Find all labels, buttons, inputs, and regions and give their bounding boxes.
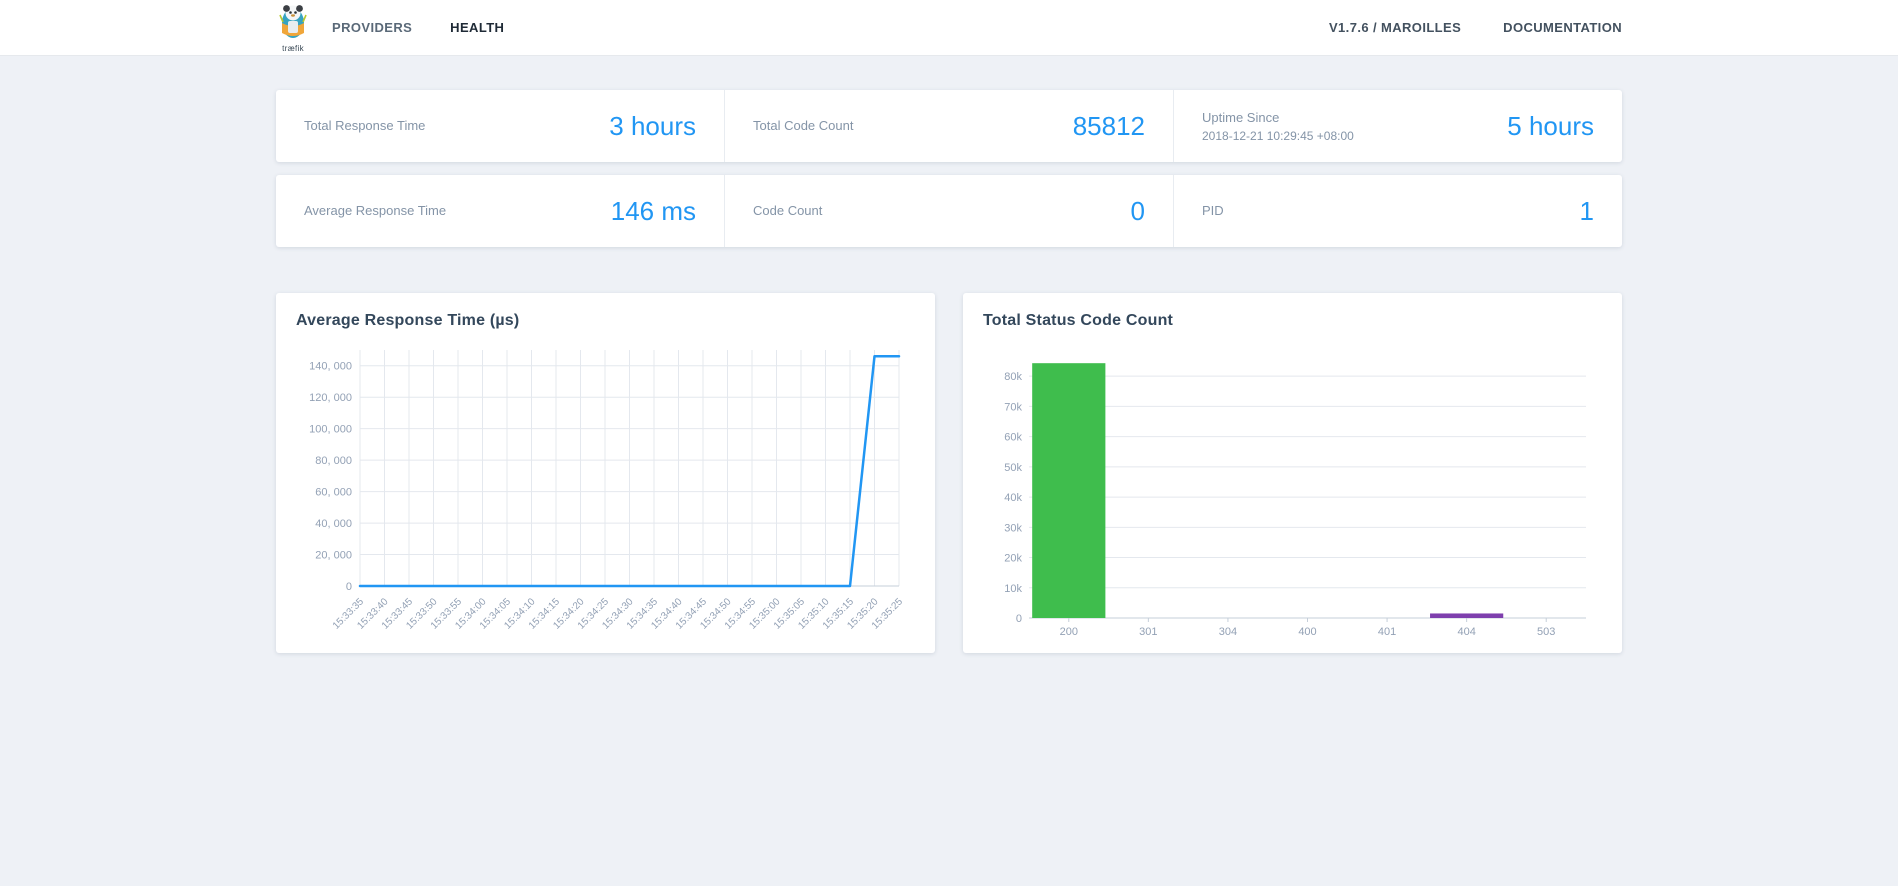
svg-text:200: 200 [1060, 626, 1078, 638]
svg-text:0: 0 [346, 581, 352, 593]
average-response-time-chart-card: Average Response Time (µs) 0 20, 000 40, 0… [276, 293, 935, 653]
response-time-line-chart: 0 20, 000 40, 000 60, 000 80, 000 100, 000 120… [296, 336, 915, 668]
footer-strip [0, 886, 1898, 895]
svg-text:20, 000: 20, 000 [315, 550, 352, 562]
svg-text:100, 000: 100, 000 [309, 424, 352, 436]
stat-total-code-count: Total Code Count 85812 [724, 90, 1173, 162]
stat-uptime-since: Uptime Since 2018-12-21 10:29:45 +08:00 … [1173, 90, 1622, 162]
stat-average-response-time: Average Response Time 146 ms [276, 175, 724, 247]
svg-text:40, 000: 40, 000 [315, 518, 352, 530]
stat-uptime-timestamp: 2018-12-21 10:29:45 +08:00 [1202, 128, 1354, 143]
svg-text:400: 400 [1298, 626, 1316, 638]
traefik-wordmark: træfik [282, 43, 304, 53]
top-navbar: træfik PROVIDERS HEALTH V1.7.6 / MAROILL… [0, 0, 1898, 56]
svg-text:301: 301 [1139, 626, 1157, 638]
svg-text:70k: 70k [1004, 401, 1022, 413]
svg-text:60k: 60k [1004, 432, 1022, 444]
nav-item-health[interactable]: HEALTH [450, 20, 505, 35]
stat-label: Code Count [753, 203, 823, 219]
stat-total-response-time: Total Response Time 3 hours [276, 90, 724, 162]
svg-text:50k: 50k [1004, 462, 1022, 474]
version-link[interactable]: V1.7.6 / MAROILLES [1328, 20, 1462, 35]
stat-card-row-current: Average Response Time 146 ms Code Count … [276, 175, 1622, 247]
svg-text:30k: 30k [1004, 522, 1022, 534]
health-dashboard: Total Response Time 3 hours Total Code C… [276, 90, 1622, 653]
traefik-logo[interactable]: træfik [276, 3, 310, 53]
stat-value: 85812 [1072, 110, 1145, 141]
status-code-count-chart-card: Total Status Code Count 0 10k 20k 30k 40k 50k… [963, 293, 1622, 653]
stat-value: 5 hours [1507, 110, 1594, 141]
stat-value: 3 hours [609, 110, 696, 141]
chart-title: Average Response Time (µs) [296, 312, 520, 329]
stat-pid: PID 1 [1173, 175, 1622, 247]
stat-value: 146 ms [610, 195, 696, 226]
svg-text:401: 401 [1378, 626, 1396, 638]
stat-label: Total Code Count [753, 118, 854, 134]
stat-value: 1 [1579, 195, 1594, 226]
traefik-gopher-icon [276, 3, 310, 46]
header-right: V1.7.6 / MAROILLES DOCUMENTATION [1329, 20, 1622, 35]
stat-label: Total Response Time [304, 118, 426, 134]
svg-text:20k: 20k [1004, 553, 1022, 565]
main-nav: PROVIDERS HEALTH [332, 20, 504, 35]
stat-label: PID [1202, 203, 1224, 219]
status-code-bar-chart: 0 10k 20k 30k 40k 50k 60k 70k 80k 200 301 304 400 401… [983, 336, 1602, 658]
stat-code-count: Code Count 0 [724, 175, 1173, 247]
svg-text:80, 000: 80, 000 [315, 455, 352, 467]
svg-text:503: 503 [1537, 626, 1555, 638]
documentation-link[interactable]: DOCUMENTATION [1503, 20, 1622, 35]
svg-text:304: 304 [1219, 626, 1237, 638]
svg-text:0: 0 [1016, 613, 1022, 625]
stat-value: 0 [1130, 195, 1145, 226]
svg-text:80k: 80k [1004, 371, 1022, 383]
nav-item-providers[interactable]: PROVIDERS [332, 20, 413, 35]
svg-text:140, 000: 140, 000 [309, 361, 352, 373]
chart-title: Total Status Code Count [983, 312, 1174, 329]
svg-text:60, 000: 60, 000 [315, 487, 352, 499]
stat-label: Average Response Time [304, 203, 447, 219]
svg-text:10k: 10k [1004, 583, 1022, 595]
stat-card-row-totals: Total Response Time 3 hours Total Code C… [276, 90, 1622, 162]
charts-row: Average Response Time (µs) 0 20, 000 40, 0… [276, 293, 1622, 653]
svg-text:120, 000: 120, 000 [309, 392, 352, 404]
svg-text:40k: 40k [1004, 492, 1022, 504]
stat-label: Uptime Since [1202, 110, 1280, 126]
svg-text:404: 404 [1457, 626, 1475, 638]
